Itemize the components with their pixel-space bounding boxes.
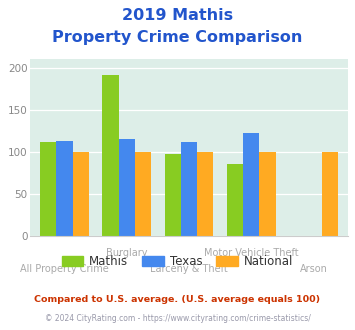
Bar (56, 141, 72, 236)
Bar (72, 152, 89, 236)
Text: Burglary: Burglary (106, 248, 147, 258)
Bar (119, 139, 135, 236)
Bar (227, 164, 243, 236)
Bar (197, 152, 213, 236)
Text: Property Crime Comparison: Property Crime Comparison (52, 30, 303, 45)
Bar (243, 133, 260, 236)
Bar (181, 142, 197, 236)
Text: Motor Vehicle Theft: Motor Vehicle Theft (204, 248, 299, 258)
Legend: Mathis, Texas, National: Mathis, Texas, National (57, 250, 298, 273)
Text: © 2024 CityRating.com - https://www.cityrating.com/crime-statistics/: © 2024 CityRating.com - https://www.city… (45, 314, 310, 323)
Bar (260, 152, 275, 236)
Bar (135, 152, 151, 236)
Text: Compared to U.S. average. (U.S. average equals 100): Compared to U.S. average. (U.S. average … (34, 295, 321, 304)
Bar (40, 142, 56, 236)
Text: Larceny & Theft: Larceny & Theft (150, 264, 228, 274)
Bar (103, 75, 119, 236)
Bar (165, 154, 181, 236)
Text: Arson: Arson (300, 264, 328, 274)
Text: 2019 Mathis: 2019 Mathis (122, 8, 233, 23)
Text: All Property Crime: All Property Crime (20, 264, 109, 274)
Bar (322, 152, 338, 236)
